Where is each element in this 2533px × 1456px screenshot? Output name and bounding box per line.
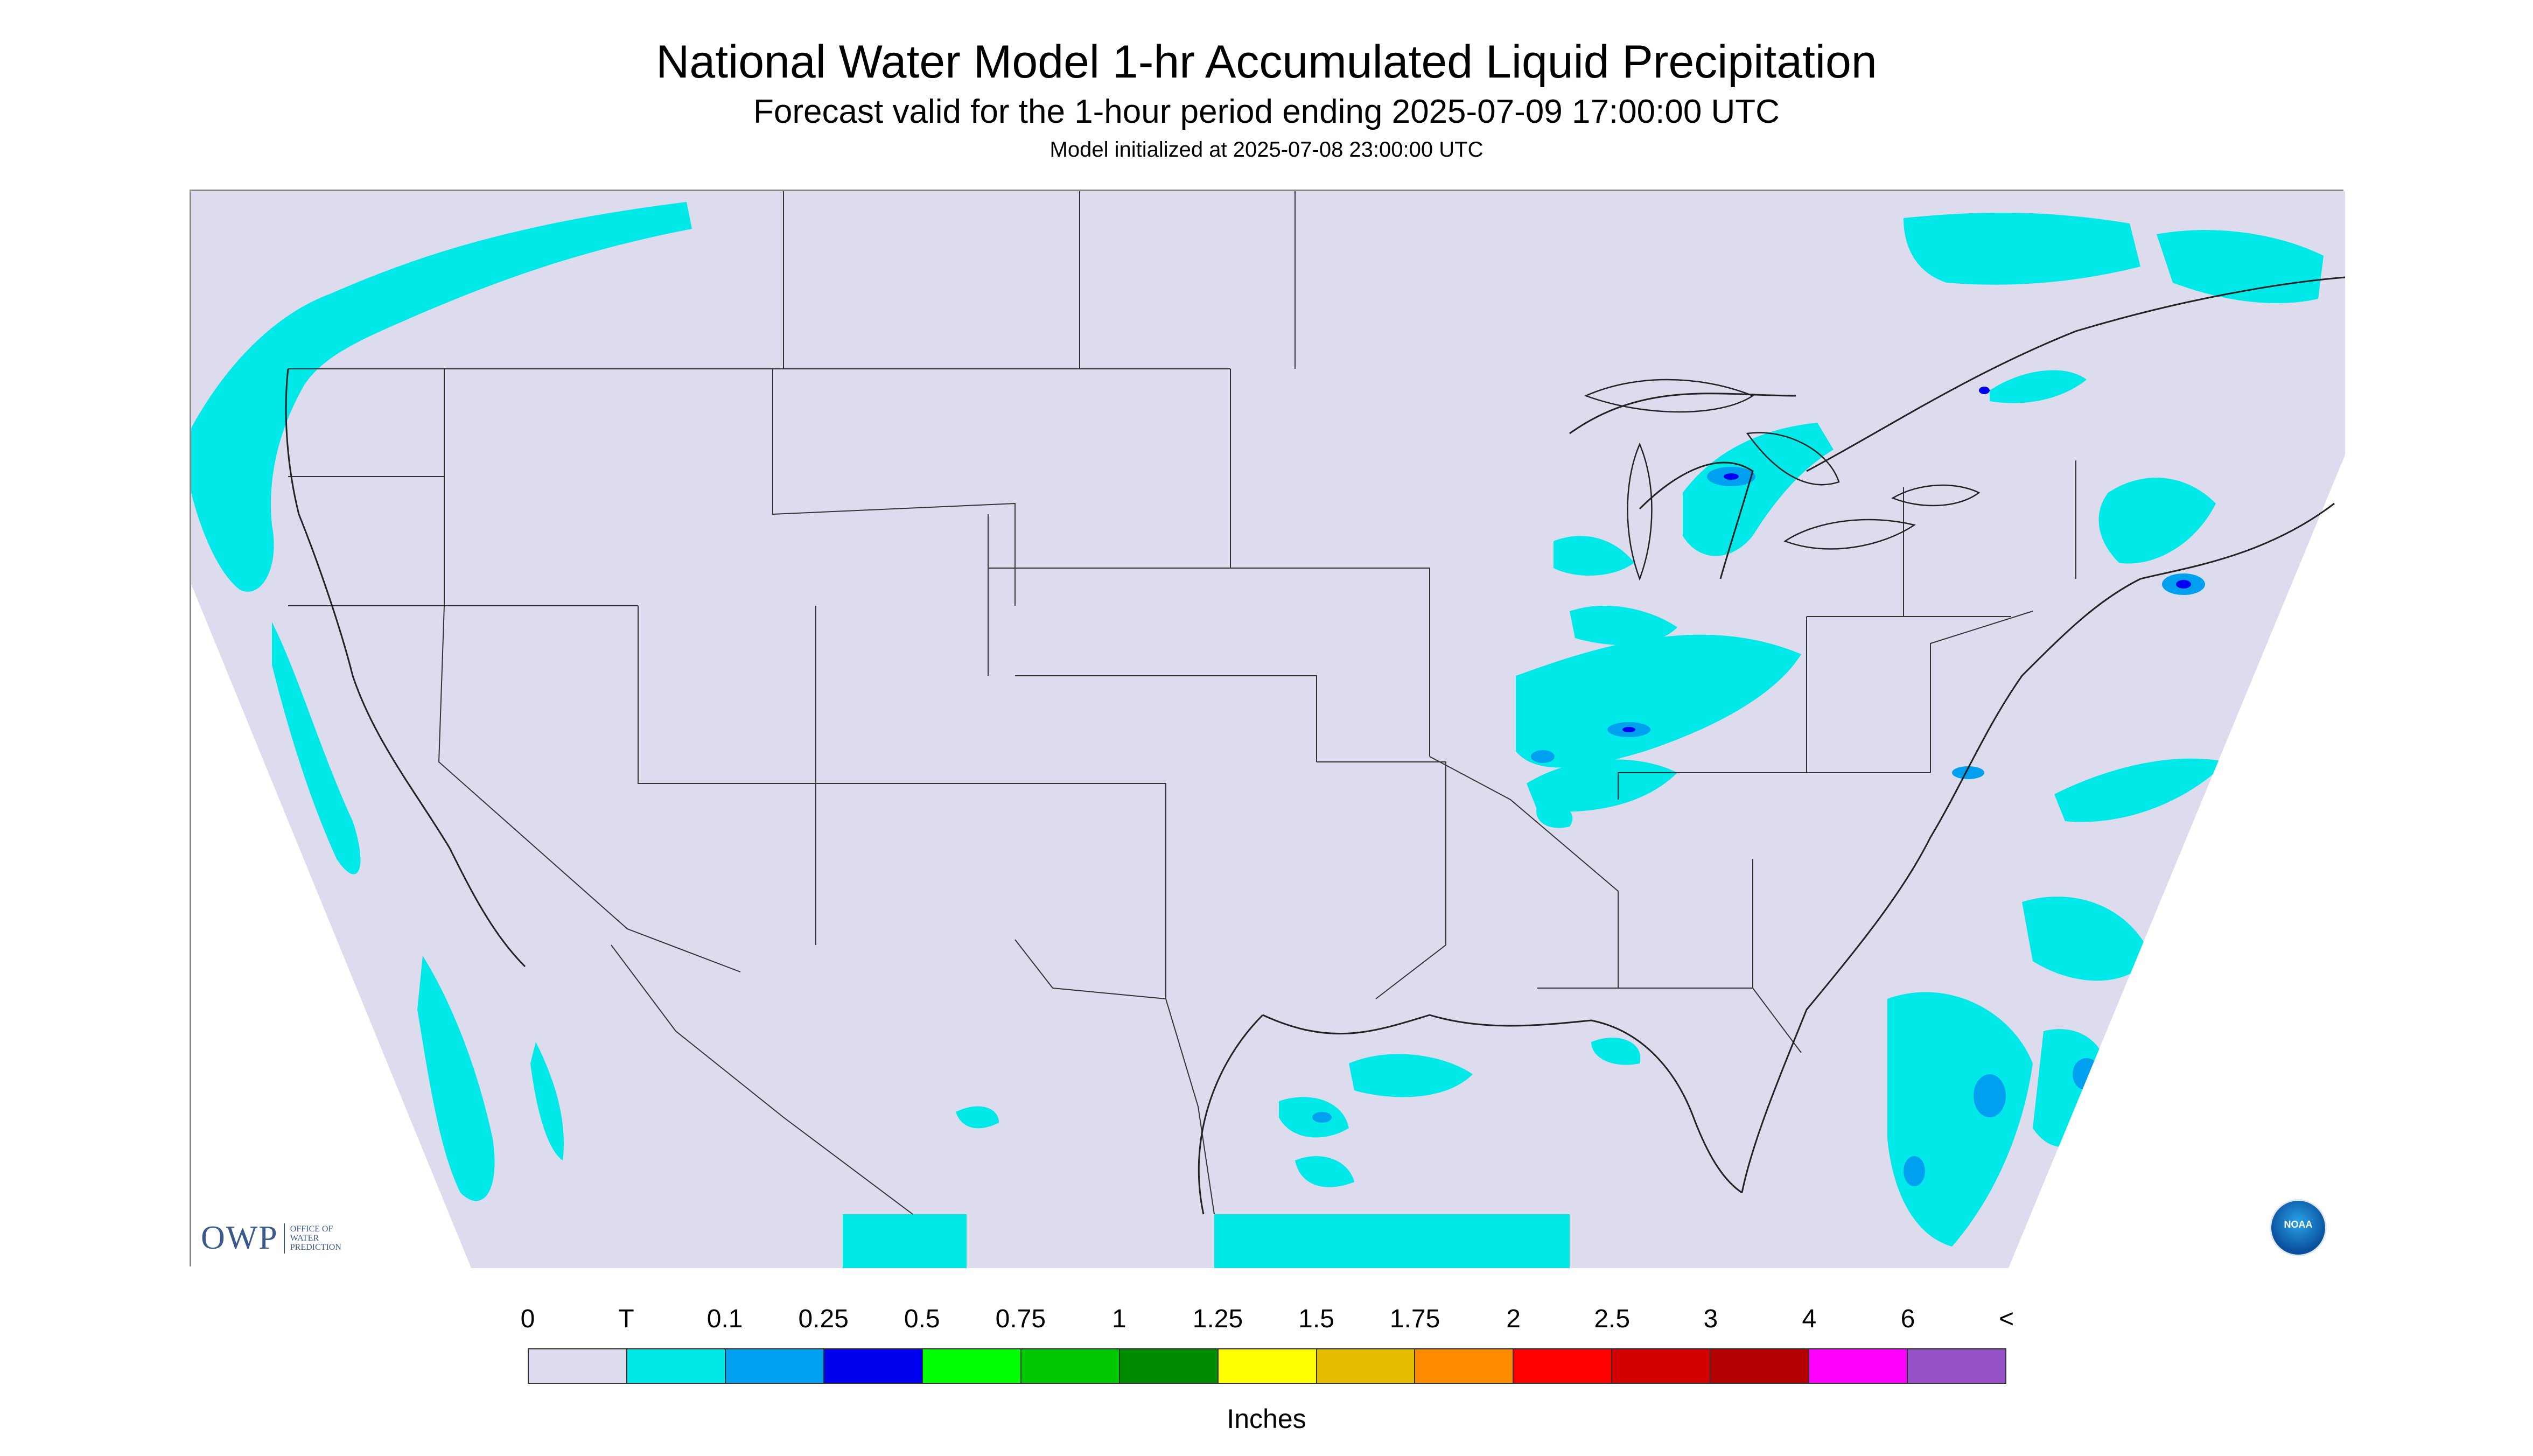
owp-logo-subtext: OFFICE OF WATER PREDICTION <box>290 1224 341 1252</box>
legend-swatch <box>1514 1349 1613 1383</box>
legend-label: 3 <box>1703 1305 1718 1333</box>
model-init-text: Model initialized at 2025-07-08 23:00:00… <box>1049 138 1484 162</box>
owp-logo: OWP OFFICE OF WATER PREDICTION <box>201 1219 355 1257</box>
legend-swatch <box>922 1349 1021 1383</box>
legend-swatch <box>1218 1349 1317 1383</box>
owp-logo-text: OWP <box>201 1220 278 1256</box>
legend-swatch <box>1119 1349 1219 1383</box>
legend-swatch <box>1612 1349 1711 1383</box>
precip-moderate-areas <box>1622 387 2191 732</box>
legend-label: 1.25 <box>1192 1305 1243 1333</box>
color-legend <box>528 1348 2006 1384</box>
legend-swatch <box>824 1349 923 1383</box>
legend-label: T <box>618 1305 634 1333</box>
legend-label: < <box>1998 1305 2014 1333</box>
legend-swatch <box>529 1349 627 1383</box>
map-title: National Water Model 1-hr Accumulated Li… <box>656 36 1877 88</box>
outside-domain-right <box>2009 455 2345 1268</box>
legend-swatch <box>1021 1349 1120 1383</box>
state-boundaries <box>288 191 2076 1215</box>
legend-label: 6 <box>1900 1305 1915 1333</box>
legend-label: 2 <box>1506 1305 1521 1333</box>
precip-trace-areas <box>191 202 2324 1268</box>
legend-label: 2.5 <box>1594 1305 1631 1333</box>
legend-label: 4 <box>1802 1305 1817 1333</box>
legend-units: Inches <box>1227 1404 1306 1434</box>
legend-label: 1 <box>1112 1305 1126 1333</box>
legend-swatch <box>1809 1349 1908 1383</box>
legend-label: 0.1 <box>706 1305 743 1333</box>
map-subtitle: Forecast valid for the 1-hour period end… <box>753 93 1780 130</box>
noaa-logo-text: NOAA <box>2284 1219 2313 1230</box>
legend-swatch <box>1415 1349 1514 1383</box>
legend-label: 0 <box>520 1305 535 1333</box>
legend-swatch <box>1711 1349 1810 1383</box>
legend-swatch <box>1317 1349 1416 1383</box>
outside-domain-left <box>191 584 471 1268</box>
legend-label: 0.5 <box>904 1305 940 1333</box>
legend-swatch <box>1908 1349 2006 1383</box>
legend-label: 0.25 <box>798 1305 849 1333</box>
legend-label: 0.75 <box>995 1305 1046 1333</box>
legend-label: 1.5 <box>1298 1305 1334 1333</box>
precipitation-map: OWP OFFICE OF WATER PREDICTION NOAA <box>190 190 2345 1268</box>
map-canvas <box>191 191 2345 1268</box>
coastlines <box>285 276 2345 1215</box>
noaa-logo: NOAA <box>2270 1199 2327 1256</box>
great-lakes <box>1584 379 1981 581</box>
owp-logo-divider <box>283 1223 285 1254</box>
legend-swatch <box>725 1349 824 1383</box>
legend-swatch <box>627 1349 726 1383</box>
legend-label: 1.75 <box>1389 1305 1440 1333</box>
